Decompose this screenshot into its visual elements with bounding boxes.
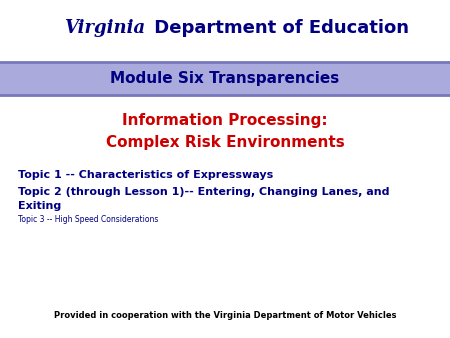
Text: Topic 1 -- Characteristics of Expressways: Topic 1 -- Characteristics of Expressway… — [18, 170, 273, 180]
Text: Module Six Transparencies: Module Six Transparencies — [110, 71, 340, 86]
Bar — [0, 62, 450, 95]
Text: Information Processing:: Information Processing: — [122, 113, 328, 127]
Text: Virginia: Virginia — [64, 19, 145, 37]
Text: Topic 3 -- High Speed Considerations: Topic 3 -- High Speed Considerations — [18, 216, 158, 224]
Text: Complex Risk Environments: Complex Risk Environments — [106, 135, 344, 149]
Text: Topic 2 (through Lesson 1)-- Entering, Changing Lanes, and: Topic 2 (through Lesson 1)-- Entering, C… — [18, 187, 390, 197]
Text: Provided in cooperation with the Virginia Department of Motor Vehicles: Provided in cooperation with the Virgini… — [54, 312, 396, 320]
Text: Department of Education: Department of Education — [148, 19, 409, 37]
Text: Exiting: Exiting — [18, 201, 61, 211]
